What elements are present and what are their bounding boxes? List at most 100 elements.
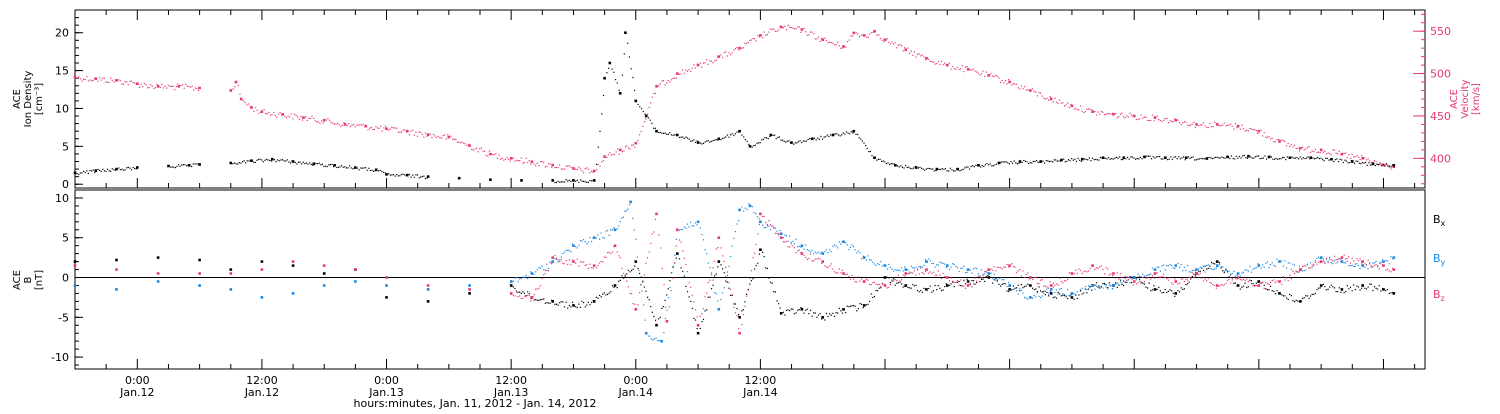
data-trace-dot (1048, 287, 1050, 289)
data-trace-dot (991, 165, 993, 167)
data-trace-dot (723, 52, 725, 54)
data-trace-dot (546, 165, 548, 168)
data-trace-dot (1353, 260, 1355, 262)
data-trace-dot (839, 135, 841, 137)
data-trace-dot (1119, 279, 1122, 281)
data-point (1361, 260, 1364, 263)
data-trace-dot (596, 163, 598, 165)
data-trace-dot (1247, 270, 1249, 272)
data-trace-dot (988, 164, 990, 166)
data-point (1153, 288, 1157, 291)
data-point (603, 76, 606, 80)
data-trace-dot (107, 168, 109, 170)
data-trace-dot (599, 262, 601, 264)
data-trace-dot (650, 242, 652, 245)
data-trace-dot (956, 66, 959, 68)
data-point (426, 133, 430, 136)
data-trace-dot (984, 271, 986, 273)
data-trace-dot (875, 264, 877, 267)
data-trace-dot (1246, 286, 1248, 289)
data-trace-dot (829, 313, 831, 315)
data-trace-dot (293, 113, 296, 115)
data-trace-dot (1260, 282, 1262, 284)
data-trace-dot (444, 134, 446, 136)
data-trace-dot (813, 253, 815, 255)
data-trace-dot (576, 258, 578, 260)
data-trace-dot (1182, 278, 1184, 280)
data-point (946, 264, 949, 267)
data-trace-dot (1207, 267, 1209, 269)
data-trace-dot (1215, 267, 1217, 269)
data-trace-dot (1095, 114, 1098, 116)
data-trace-dot (1381, 165, 1383, 167)
data-trace-dot (1282, 265, 1284, 267)
data-trace-dot (1359, 258, 1361, 260)
data-trace-dot (352, 168, 354, 170)
data-trace-dot (110, 77, 112, 79)
data-trace-dot (584, 168, 586, 170)
data-trace-dot (686, 70, 689, 72)
data-trace-dot (535, 271, 537, 273)
data-trace-dot (512, 286, 514, 288)
data-trace-dot (946, 170, 948, 172)
data-point (842, 45, 845, 48)
data-trace-dot (1067, 159, 1070, 161)
data-trace-dot (990, 276, 992, 278)
data-trace-dot (800, 307, 802, 309)
data-trace-dot (995, 279, 997, 281)
data-trace-dot (899, 280, 901, 282)
data-trace-dot (1297, 300, 1299, 302)
data-trace-dot (1008, 79, 1010, 81)
data-trace-dot (512, 280, 514, 283)
data-trace-dot (1099, 266, 1101, 268)
data-trace-dot (1257, 132, 1259, 135)
data-trace-dot (602, 261, 604, 263)
data-trace-dot (694, 309, 697, 311)
data-trace-dot (1107, 288, 1109, 290)
data-trace-dot (797, 246, 799, 248)
data-trace-dot (1276, 290, 1278, 292)
data-trace-dot (571, 301, 574, 303)
data-trace-dot (771, 282, 773, 284)
data-trace-dot (741, 323, 743, 326)
data-point (852, 31, 856, 35)
data-trace-dot (1236, 127, 1238, 129)
data-trace-dot (1090, 160, 1092, 162)
data-trace-dot (1375, 287, 1377, 289)
data-trace-dot (647, 113, 649, 115)
data-trace-dot (528, 295, 530, 297)
velocity-axis-label: Velocity (1460, 79, 1471, 118)
data-trace-dot (595, 296, 597, 298)
data-point (738, 129, 741, 133)
data-trace-dot (586, 243, 588, 245)
data-trace-dot (237, 84, 239, 86)
data-point (1143, 155, 1146, 159)
data-trace-dot (1142, 277, 1144, 279)
data-trace-dot (474, 148, 476, 150)
data-trace-dot (1202, 280, 1205, 282)
data-trace-dot (338, 124, 340, 126)
data-trace-dot (906, 166, 908, 168)
data-trace-dot (1150, 278, 1152, 280)
data-trace-dot (353, 124, 355, 126)
data-trace-dot (776, 233, 778, 235)
data-point (489, 152, 492, 156)
data-trace-dot (825, 136, 827, 138)
data-trace-dot (332, 122, 334, 124)
data-trace-dot (1220, 266, 1222, 268)
data-trace-dot (1340, 258, 1342, 260)
data-trace-dot (861, 140, 863, 142)
data-trace-dot (1369, 263, 1371, 265)
data-trace-dot (1271, 262, 1273, 264)
data-trace-dot (576, 168, 578, 171)
data-trace-dot (1155, 156, 1157, 158)
data-trace-dot (811, 260, 813, 262)
data-trace-dot (885, 163, 887, 165)
data-trace-dot (675, 77, 677, 79)
data-trace-dot (917, 289, 919, 292)
data-trace-dot (471, 148, 473, 151)
data-trace-dot (1266, 158, 1268, 160)
data-trace-dot (953, 68, 955, 70)
data-trace-dot (1223, 284, 1225, 286)
data-trace-dot (901, 166, 903, 168)
